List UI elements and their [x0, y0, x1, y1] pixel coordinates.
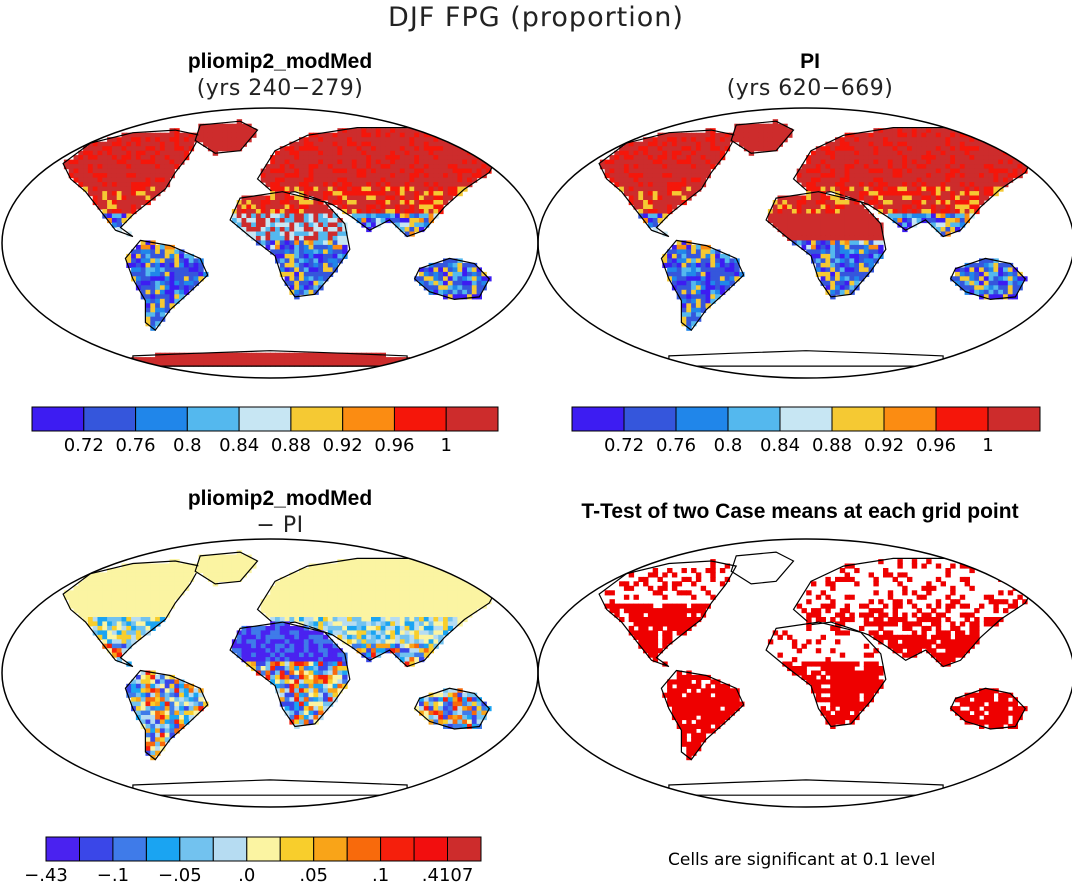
panel3-map-group	[2, 539, 538, 807]
panel1-colorbar-swatch	[394, 407, 446, 431]
panel1-colorbar-swatch	[239, 407, 291, 431]
panel3-colorbar-swatch	[180, 837, 214, 861]
panel3-colorbar-swatch	[146, 837, 180, 861]
panel1-colorbar-swatch	[136, 407, 188, 431]
panel3-colorbar-swatch	[381, 837, 415, 861]
panel2-colorbar	[572, 407, 1040, 431]
panel1-colorbar-swatch	[187, 407, 239, 431]
panel3-colorbar	[46, 837, 481, 861]
panel2-colorbar-swatch	[780, 407, 832, 431]
panel3-colorbar-swatch	[80, 837, 114, 861]
panel1-colorbar-swatch	[291, 407, 343, 431]
panel2-colorbar-swatch	[728, 407, 780, 431]
panel3-colorbar-swatch	[280, 837, 314, 861]
panel2-australia-cells	[950, 258, 1027, 299]
panel1-australia-cells	[414, 258, 491, 299]
panel2-colorbar-swatch	[624, 407, 676, 431]
panel4-greenland-coastline	[731, 552, 793, 584]
panel3-antarctica-coastline	[133, 780, 407, 795]
panel2-antarctica-coastline	[669, 351, 943, 366]
panel1-colorbar-swatch	[446, 407, 498, 431]
panel4-australia-cells	[950, 688, 1027, 729]
panel2-map-group	[538, 108, 1072, 378]
panel2-colorbar-swatch	[572, 407, 624, 431]
panel3-colorbar-swatch	[347, 837, 381, 861]
panel3-colorbar-swatch	[113, 837, 146, 861]
panel3-colorbar-swatch	[213, 837, 247, 861]
panel1-northAmerica-cells	[64, 128, 199, 236]
panel2-colorbar-swatch	[676, 407, 728, 431]
panel4-map-group	[538, 539, 1072, 807]
panel3-colorbar-swatch	[314, 837, 348, 861]
panel2-colorbar-swatch	[832, 407, 884, 431]
panel3-northAmerica-cells	[64, 559, 199, 667]
panel3-colorbar-swatch	[414, 837, 448, 861]
panel1-map-group	[2, 108, 538, 378]
panel1-colorbar-swatch	[32, 407, 84, 431]
panel1-colorbar-swatch	[343, 407, 395, 431]
panel2-colorbar-swatch	[988, 407, 1040, 431]
panel4-antarctica-coastline	[669, 780, 943, 795]
panel3-colorbar-swatch	[46, 837, 80, 861]
panel3-colorbar-swatch	[247, 837, 280, 861]
panel3-australia-cells	[414, 688, 491, 729]
panel1-colorbar-swatch	[84, 407, 136, 431]
panel3-colorbar-swatch	[448, 837, 482, 861]
panel2-colorbar-swatch	[884, 407, 936, 431]
panel1-colorbar	[32, 407, 498, 431]
panel2-northAmerica-cells	[600, 128, 735, 236]
panel2-colorbar-swatch	[936, 407, 988, 431]
